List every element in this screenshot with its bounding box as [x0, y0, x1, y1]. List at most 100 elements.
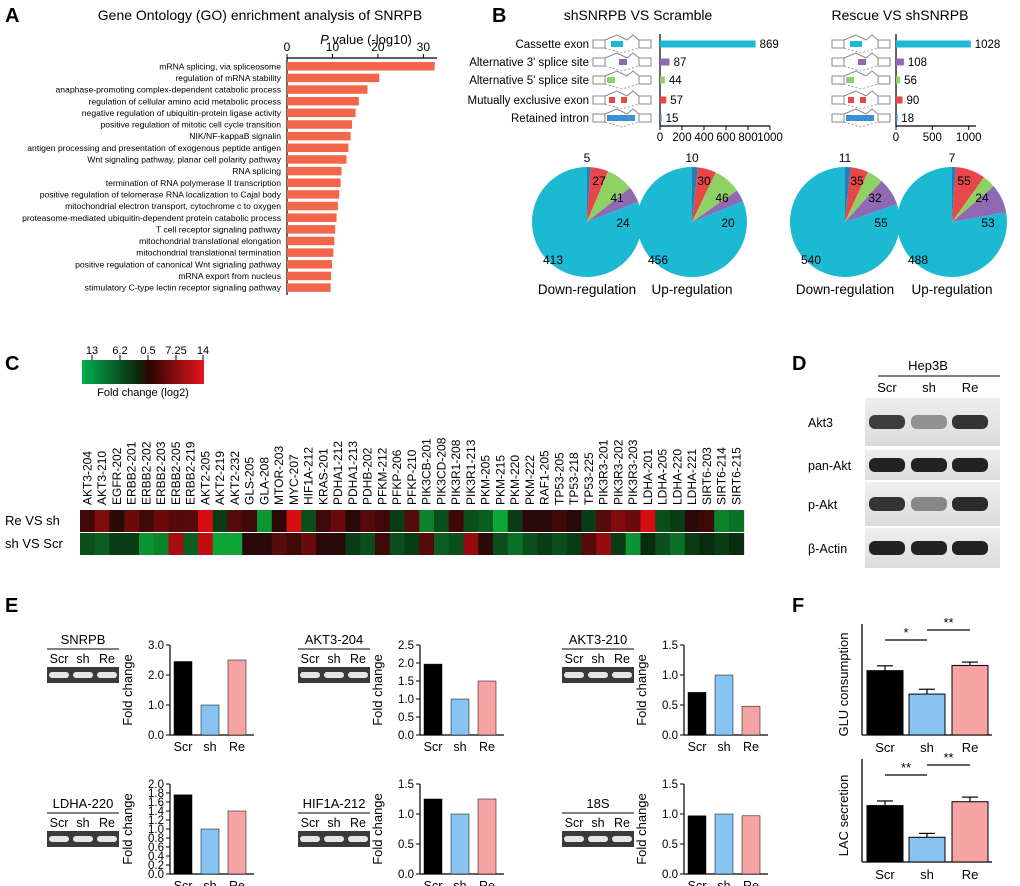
fold-x-label: Scr [688, 879, 707, 886]
splice-icon-skip [604, 65, 640, 72]
metab-x-label: sh [920, 867, 934, 882]
pie-slice-label: 55 [957, 174, 971, 188]
heatmap-cell [168, 510, 184, 532]
fold-bar [227, 810, 247, 875]
go-term-label: anaphase-promoting complex-dependent cat… [56, 85, 282, 95]
heatmap-row-label: Re VS sh [5, 513, 60, 528]
splice-category-label: Retained intron [511, 113, 589, 125]
splice-pie-charts: 527 41 24 413 Down-regulation 10 30 46 20 456 Up-r… [532, 151, 1007, 297]
go-term-label: termination of RNA polymerase II transcr… [106, 178, 282, 188]
splice-icon-skip [604, 103, 640, 110]
fold-y-label: Fold change [120, 654, 135, 726]
heatmap-cell [714, 533, 730, 555]
fold-bar [741, 815, 761, 875]
heatmap-cell [227, 533, 243, 555]
heatmap-cell [625, 533, 641, 555]
splice-category-label: Alternative 3' splice site [469, 57, 589, 69]
splice-bar [660, 114, 662, 122]
splice-icon-event [848, 97, 854, 103]
go-bar [287, 178, 341, 187]
heatmap-cell [301, 533, 317, 555]
heatmap-column-label: PIK3R3-202 [611, 439, 625, 505]
heatmap-column-label: PKM-215 [493, 455, 507, 505]
go-bar [287, 236, 335, 246]
splice-icon-event [607, 77, 615, 83]
splice-icon-junction [865, 108, 879, 115]
gel-band [588, 836, 608, 842]
splice-icon-exon [831, 113, 845, 123]
heatmap-column-label: ERBB2-219 [184, 441, 198, 505]
heatmap-column-label: MYC-207 [287, 454, 301, 505]
splice-icon-event [619, 59, 627, 65]
heatmap-column-label: MTOR-203 [272, 446, 286, 505]
pie-slice-label: 30 [697, 174, 711, 188]
fold-y-tick-label: 1.0 [662, 670, 678, 682]
heatmap-column-label: ERBB2-205 [169, 441, 183, 505]
heatmap-column-label: ERBB2-202 [139, 441, 153, 505]
splice-icon-event [607, 115, 635, 121]
gel-gene-label: LDHA-220 [53, 796, 114, 811]
blot-band [869, 541, 905, 555]
metab-x-label: Scr [875, 867, 895, 882]
blot-band [911, 415, 947, 429]
go-term-label: positive regulation of canonical Wnt sig… [75, 259, 282, 269]
heatmap-column-label: ERBB2-201 [125, 441, 139, 505]
heatmap-column-label: PDHA1-213 [346, 441, 360, 505]
heatmap-column-label: GLS-205 [243, 457, 257, 505]
fold-bar [200, 704, 220, 736]
splice-bar-value: 1028 [975, 39, 1001, 51]
heatmap-cell [448, 510, 464, 532]
heatmap-column-label: PDHB-202 [361, 447, 375, 505]
splice-bar [660, 76, 665, 84]
metab-x-label: Re [962, 867, 979, 882]
heatmap-cell [404, 533, 420, 555]
fold-y-tick-label: 1.0 [398, 694, 414, 706]
splice-x-tick-label: 0 [657, 132, 663, 144]
go-bar [287, 155, 347, 164]
splice-x-tick-label: 200 [672, 132, 691, 144]
fold-y-tick-label: 1.8 [148, 788, 164, 800]
gel-lane-label: Re [99, 816, 115, 830]
panel-label-d: D [792, 353, 806, 375]
fold-bar [173, 794, 193, 875]
pie-slice-label: 540 [801, 253, 821, 267]
gel-lane-label: sh [327, 816, 340, 830]
splice-icon-junction [626, 90, 640, 97]
heatmap-column-label: AKT2-232 [228, 451, 242, 505]
splice-bar [896, 76, 901, 84]
splice-right-title: Rescue VS shSNRPB [832, 7, 969, 23]
heatmap-column-label: AKT3-210 [95, 451, 109, 505]
fold-y-tick-label: 0.2 [148, 860, 164, 872]
splice-x-tick-label: 400 [694, 132, 713, 144]
splice-left-title: shSNRPB VS Scramble [564, 7, 713, 23]
metab-y-label: LAC secretion [836, 775, 851, 857]
gel-lane-label: Scr [301, 816, 320, 830]
heatmap-cell [493, 510, 509, 532]
heatmap-column-label: PDHA1-212 [331, 441, 345, 505]
pie-slice-label: 5 [584, 151, 591, 165]
splice-icon-junction [626, 70, 640, 77]
go-term-label: regulation of mRNA stability [175, 73, 281, 83]
go-bar [287, 108, 356, 118]
fold-y-label: Fold change [634, 654, 649, 726]
pie-slice [896, 167, 1007, 277]
heatmap-cell [198, 510, 214, 532]
splice-bar-value: 108 [908, 57, 927, 69]
splice-x-tick-label: 1000 [956, 132, 982, 144]
splice-x-tick-label: 1000 [757, 132, 783, 144]
fold-y-tick-label: 1.4 [148, 806, 165, 818]
splice-bar-value: 18 [901, 113, 914, 125]
heatmap-cell [316, 510, 332, 532]
panel-label-e: E [5, 595, 18, 617]
heatmap-cell [198, 533, 214, 555]
go-term-label: mRNA splicing, via spliceosome [159, 61, 281, 71]
heatmap-cell [729, 533, 745, 555]
heatmap-cell [375, 510, 391, 532]
gel-lane-label: Scr [50, 652, 69, 666]
splice-bar [896, 96, 903, 104]
splice-icon-junction [626, 108, 640, 115]
heatmap-cell [153, 533, 169, 555]
fold-y-label: Fold change [120, 793, 135, 865]
splice-icon-exon [592, 75, 606, 85]
